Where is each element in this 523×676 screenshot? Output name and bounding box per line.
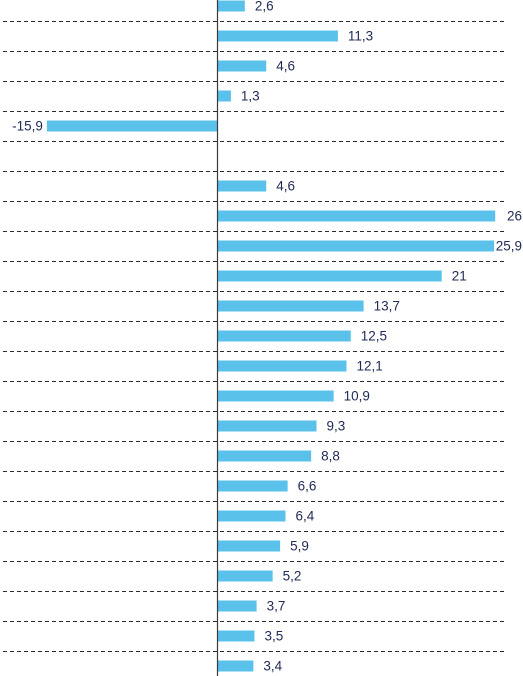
data-label: 6,6 [298,479,317,494]
bar [217,390,334,402]
data-label: 6,4 [295,509,314,524]
data-label: 10,9 [344,389,370,404]
bar [217,0,245,12]
bar [217,420,317,432]
data-label: 3,5 [264,629,283,644]
bar [217,270,442,282]
data-label: 3,7 [267,599,286,614]
data-label: 5,2 [283,569,302,584]
data-label: 1,3 [241,89,260,104]
data-labels: 2,6 11,3 4,6 1,3 -15,9 4,6 26 25,9 21 13,7 12,5 12,… [12,0,522,674]
data-label: 4,6 [276,179,295,194]
data-label: 12,5 [361,329,387,344]
data-label: 12,1 [356,359,382,374]
bar [217,330,351,342]
data-label: 11,3 [348,29,373,44]
bar [217,60,267,72]
bar [217,570,273,582]
data-label: 2,6 [255,0,274,14]
data-label: 21 [452,269,467,284]
bar [217,480,288,492]
data-label: 4,6 [276,59,295,74]
bar [46,120,218,132]
bar [217,90,231,102]
bar [217,510,286,522]
bars [46,0,496,672]
data-label: 13,7 [374,299,400,314]
data-label: 5,9 [290,539,309,554]
bar [217,180,267,192]
bar [217,600,257,612]
bar [217,360,347,372]
bar [217,210,496,222]
bar [217,30,338,42]
bar [217,240,495,252]
data-label: 3,4 [263,659,282,674]
bar [217,540,281,552]
data-label: -15,9 [12,119,43,134]
bar [217,450,312,462]
data-label: 25,9 [496,239,522,254]
bar [217,660,254,672]
data-label: 9,3 [327,419,346,434]
bar [217,300,364,312]
data-label: 8,8 [321,449,340,464]
bar [217,630,255,642]
data-label: 26 [507,209,522,224]
